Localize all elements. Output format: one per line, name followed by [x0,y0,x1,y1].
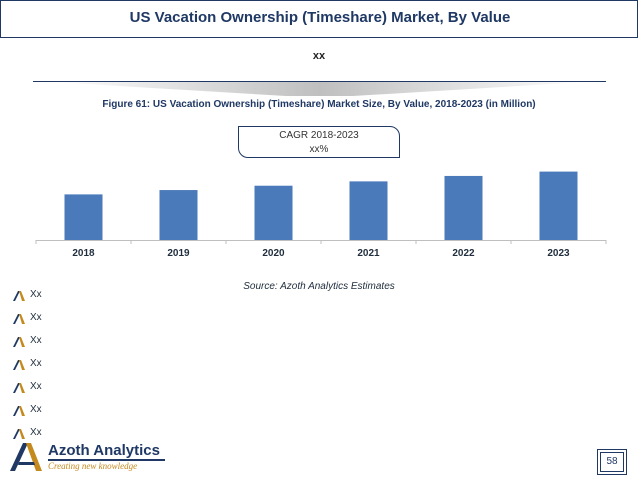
divider-line [33,81,606,82]
x-tick-label-2021: 2021 [357,248,380,259]
bullet-logo-icon [13,314,25,324]
title-bar: US Vacation Ownership (Timeshare) Market… [0,0,638,38]
cagr-box: CAGR 2018-2023 xx% [238,126,400,158]
logo-name: Azoth Analytics [48,442,160,459]
page-number: 58 [597,449,627,475]
x-tick-label-2019: 2019 [167,248,190,259]
funnel-shape [53,82,586,96]
bullet-logo-icon [13,406,25,416]
x-tick-label-2020: 2020 [262,248,285,259]
bar-2018 [64,194,103,240]
page-subtitle: xx [312,50,326,62]
cagr-value: xx% [309,144,329,155]
figure-caption: Figure 61: US Vacation Ownership (Timesh… [102,99,536,110]
logo-tagline: Creating new knowledge [48,461,138,471]
bullet-text: Xx [30,427,42,438]
bullet-logo-icon [13,429,25,439]
bullet-logo-icon [13,383,25,393]
bar-2020 [254,185,293,240]
bullet-text: Xx [30,312,42,323]
bullet-text: Xx [30,358,42,369]
bullet-text: Xx [30,335,42,346]
bullet-logo-icon [13,337,25,347]
bar-2023 [539,171,578,240]
azoth-logo: Azoth Analytics Creating new knowledge [8,442,188,474]
bullet-logo-icon [13,291,25,301]
bullet-text: Xx [30,381,42,392]
x-tick-label-2022: 2022 [452,248,475,259]
cagr-label: CAGR 2018-2023 [279,130,359,141]
bar-2019 [159,190,198,240]
azoth-logo-icon [10,443,42,471]
market-size-bar-chart: 2018 2019 2020 2021 2022 2023 [35,171,607,259]
bullet-text: Xx [30,289,42,300]
page-title: US Vacation Ownership (Timeshare) Market… [129,9,511,26]
bar-2022 [444,175,483,240]
x-tick-label-2023: 2023 [547,248,570,259]
source-note: Source: Azoth Analytics Estimates [243,281,395,292]
bar-2021 [349,181,388,240]
logo-underline [48,459,165,461]
x-tick-label-2018: 2018 [72,248,95,259]
bullet-logo-icon [13,360,25,370]
bullet-text: Xx [30,404,42,415]
